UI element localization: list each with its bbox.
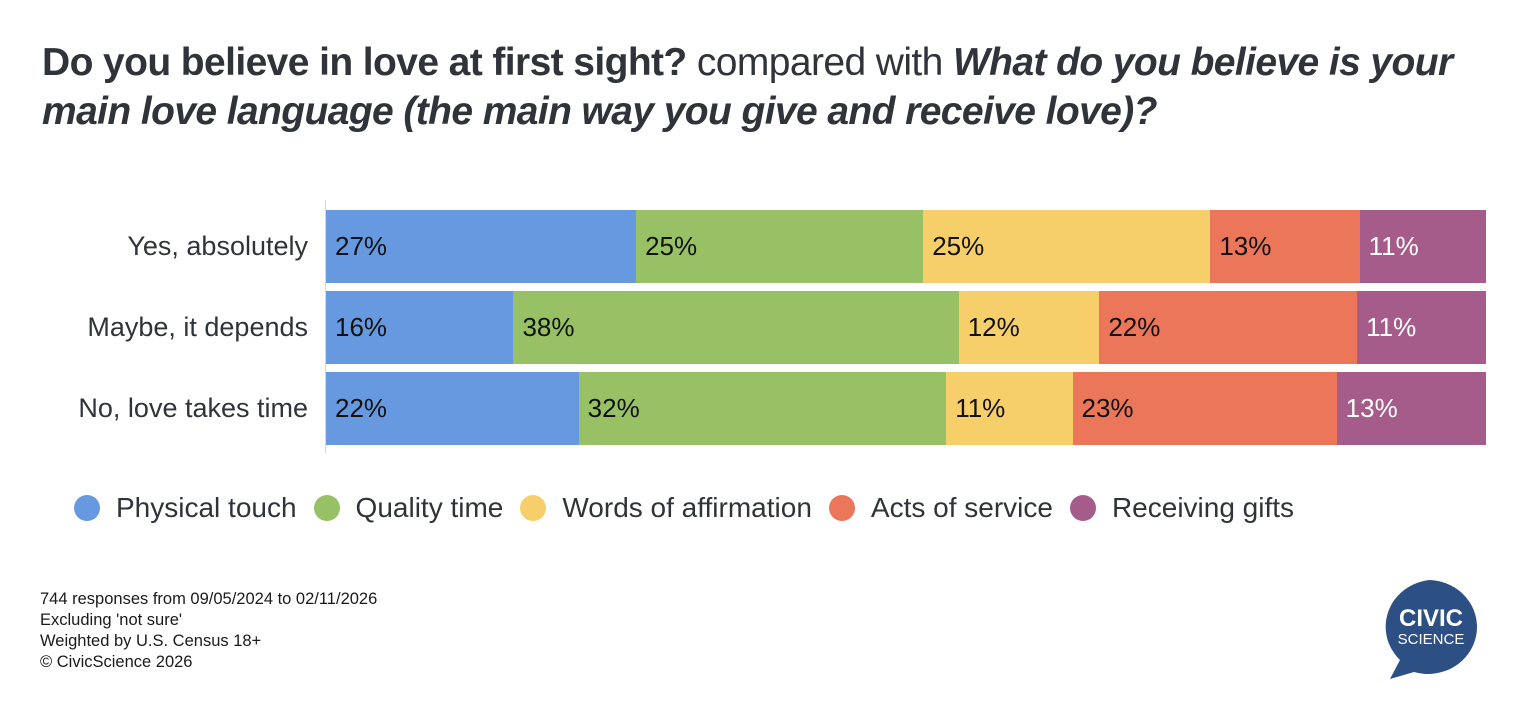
data-label: 22% [335,393,388,423]
bar-segment: 16% [326,291,514,364]
legend-swatch-icon [520,495,547,521]
chart-title: Do you believe in love at first sight? c… [42,38,1482,136]
legend-label: Quality time [355,492,504,523]
bar-segment: 13% [1210,210,1360,283]
bar-segment: 11% [1359,210,1486,283]
bar-segment: 25% [923,210,1211,283]
bar-segment: 27% [326,210,637,283]
category-axis-line [325,200,326,453]
data-label: 12% [967,312,1020,342]
bar-segment: 25% [636,210,924,283]
bar-segment: 11% [1357,291,1486,364]
data-label: 22% [1108,312,1161,342]
data-label: 27% [335,231,388,261]
footnote-copyright: © CivicScience 2026 [40,653,193,671]
category-label: No, love takes time [78,393,308,423]
legend-item: Receiving gifts [1069,492,1295,524]
logo-text-science: SCIENCE [1398,631,1465,648]
bar-segment: 22% [326,372,579,445]
civicscience-logo: CIVIC SCIENCE [1385,580,1478,679]
bar-segment: 38% [513,291,959,364]
legend-label: Receiving gifts [1111,492,1295,523]
logo-speech-bubble-icon [1385,580,1478,679]
data-label: 13% [1345,393,1398,423]
title-question-1: Do you believe in love at first sight? [42,41,687,84]
bar-row: 22% 32% 11% 23% 13% [326,372,1486,445]
data-label: 11% [955,393,1006,423]
legend-item: Words of affirmation [520,492,812,524]
data-label: 16% [335,312,388,342]
title-connector: compared with [686,41,953,84]
data-label: 38% [522,312,575,342]
data-label: 23% [1081,393,1134,423]
footnote-weighting: Weighted by U.S. Census 18+ [40,632,262,650]
footnote-exclusion: Excluding 'not sure' [40,611,183,629]
legend-label: Acts of service [870,492,1053,523]
bar-segment: 23% [1072,372,1337,445]
bar-segment: 11% [946,372,1073,445]
chart-legend: Physical touch Quality time Words of affir… [74,492,1311,524]
bar-segment: 22% [1099,291,1358,364]
legend-swatch-icon [1069,495,1096,521]
data-label: 11% [1368,231,1419,261]
data-label: 25% [932,231,985,261]
title-question-2: What do you believe is your main love la… [42,41,1453,133]
data-label: 13% [1219,231,1272,261]
bar-row: 16% 38% 12% 22% 11% [326,291,1486,364]
legend-item: Acts of service [828,492,1053,524]
legend-swatch-icon [313,495,340,521]
legend-swatch-icon [74,495,100,521]
legend-swatch-icon [828,495,855,521]
category-label: Yes, absolutely [127,231,308,261]
bar-row: 27% 25% 25% 13% 11% [326,210,1486,283]
logo-text-civic: CIVIC [1399,605,1463,632]
legend-item: Quality time [313,492,504,524]
footnote-responses: 744 responses from 09/05/2024 to 02/11/2… [40,590,378,608]
bar-segment: 32% [578,372,947,445]
legend-label: Words of affirmation [562,492,812,523]
bar-segment: 13% [1336,372,1486,445]
category-label: Maybe, it depends [87,312,308,342]
legend-label: Physical touch [116,492,297,523]
footnote: 744 responses from 09/05/2024 to 02/11/2… [40,589,377,673]
bar-segment: 12% [958,291,1100,364]
legend-item: Physical touch [74,492,297,524]
data-label: 11% [1366,312,1417,342]
data-label: 25% [645,231,698,261]
data-label: 32% [587,393,640,423]
